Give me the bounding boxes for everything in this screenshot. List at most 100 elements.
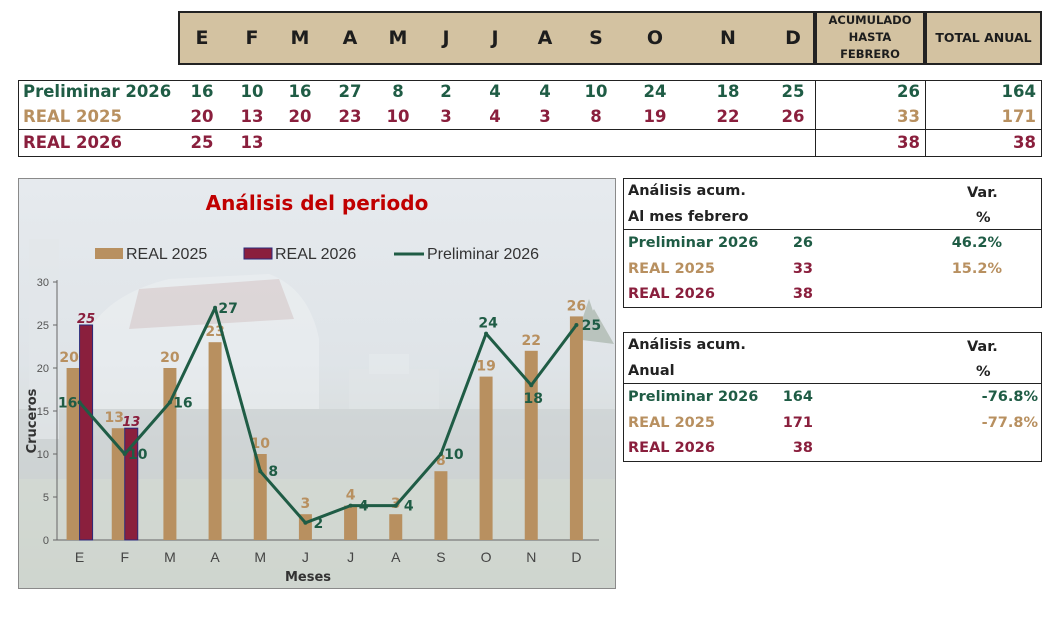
acum_anual-row-label-2: REAL 2026 [628, 440, 715, 456]
acum-febrero-subtitle: Al mes febrero [628, 209, 749, 225]
data-label-real-2025: 4 [346, 488, 356, 504]
x-tick-label: D [571, 549, 581, 565]
row-0-value-3: 27 [338, 82, 362, 101]
row-0-value-0: 16 [190, 82, 214, 101]
bar-real-2025 [66, 368, 80, 540]
chart-panel: Análisis del periodo 0 5 10 15 20 25 30 E F M A M J J… [18, 178, 616, 589]
data-label-real-2025: 20 [160, 350, 180, 366]
data-label-preliminar-2026: 2 [314, 516, 324, 532]
acum_anual-row-label-0: Preliminar 2026 [628, 389, 759, 405]
point-preliminar-2026 [438, 452, 443, 456]
point-preliminar-2026 [303, 520, 308, 525]
point-preliminar-2026 [574, 323, 579, 327]
row-1-acumulado: 33 [897, 107, 920, 126]
acum_anual-row-label-1: REAL 2025 [628, 414, 715, 431]
data-label-preliminar-2026: 4 [359, 499, 369, 515]
point-preliminar-2026 [122, 452, 127, 456]
row-0-value-10: 18 [716, 82, 740, 101]
point-preliminar-2026 [529, 383, 534, 388]
row-0-value-2: 16 [288, 82, 312, 101]
col-divider-total [925, 80, 926, 157]
data-label-real-2026: 25 [77, 312, 95, 327]
acum-febrero-var-label: Var. [967, 185, 998, 201]
acum_feb-row-label-1: REAL 2025 [628, 260, 715, 277]
data-label-preliminar-2026: 10 [444, 447, 464, 463]
acum-anual-pct-label: % [976, 364, 991, 380]
row-label-2: REAL 2026 [23, 133, 122, 152]
data-label-real-2025: 3 [301, 496, 311, 512]
y-axis-title: Cruceros [25, 388, 40, 453]
data-label-real-2025: 19 [476, 359, 495, 375]
month-header-5: J [442, 27, 450, 49]
acum-anual-divider [623, 383, 1042, 384]
data-label-real-2025: 10 [251, 436, 271, 452]
y-tick-label: 20 [37, 363, 49, 375]
col-divider-acum [815, 80, 816, 157]
x-tick-label: O [481, 549, 492, 565]
legend-swatch-real-2026 [243, 247, 273, 260]
point-preliminar-2026 [77, 400, 82, 405]
data-label-preliminar-2026: 25 [582, 318, 601, 334]
point-preliminar-2026 [393, 503, 398, 508]
x-tick-label: J [347, 549, 354, 565]
row-2-value-1: 13 [240, 133, 264, 152]
row-1-total: 171 [1001, 107, 1036, 126]
month-header-0: E [195, 27, 209, 49]
row-1-value-6: 4 [489, 107, 501, 126]
row-2-value-0: 25 [190, 133, 214, 152]
acum_feb-row-label-2: REAL 2026 [628, 286, 715, 302]
acumulado-header [815, 11, 925, 65]
legend-swatch-real-2025 [95, 248, 123, 259]
bar-real-2025 [389, 514, 403, 540]
bar-real-2025 [524, 350, 538, 540]
acum-anual-var-label: Var. [967, 339, 998, 355]
acum-febrero-title: Análisis acum. [628, 183, 746, 199]
bar-real-2025 [434, 471, 448, 540]
bar-real-2025 [111, 428, 125, 540]
total-anual-header-label: TOTAL ANUAL [935, 30, 1032, 45]
row-1-value-5: 3 [440, 107, 452, 126]
bar-real-2025 [344, 505, 358, 540]
chart-plot: 0 5 10 15 20 25 30 E F M A M J J A S O N D Meses Cruceros 20 1… [25, 246, 601, 585]
data-label-real-2025: 13 [105, 410, 124, 426]
acum_feb-row-value-0: 26 [792, 235, 813, 251]
legend-label-preliminar-2026: Preliminar 2026 [427, 246, 539, 263]
row-0-value-1: 10 [240, 82, 264, 101]
row-label-1: REAL 2025 [23, 107, 122, 126]
x-axis-title: Meses [285, 570, 331, 585]
data-label-real-2025: 22 [522, 333, 541, 349]
month-header-1: F [245, 27, 259, 49]
acum-anual-title: Análisis acum. [628, 337, 746, 353]
data-label-real-2025: 8 [436, 453, 446, 469]
bar-real-2026 [79, 324, 94, 541]
row-1-value-11: 26 [781, 107, 805, 126]
acum-febrero-pct-label: % [976, 210, 991, 226]
row-1-value-10: 22 [716, 107, 740, 126]
point-preliminar-2026 [484, 331, 489, 336]
row-0-value-7: 4 [539, 82, 551, 101]
row-1-value-8: 8 [590, 107, 602, 126]
acum-anual-subtitle: Anual [628, 363, 675, 379]
y-tick-label: 0 [43, 535, 49, 547]
row-0-value-4: 8 [392, 82, 404, 101]
acumulado-header-line2: HASTA [848, 30, 892, 44]
x-tick-label: A [391, 549, 401, 565]
point-preliminar-2026 [167, 400, 172, 405]
data-label-preliminar-2026: 27 [218, 301, 237, 317]
acum_feb-row-var-0: 46.2% [951, 235, 1002, 251]
row-1-value-1: 13 [240, 107, 264, 126]
x-tick-label: M [164, 549, 176, 565]
y-tick-label: 30 [37, 277, 49, 289]
x-tick-label: A [210, 549, 220, 565]
row-label-0: Preliminar 2026 [23, 82, 172, 101]
bar-real-2025 [569, 316, 583, 540]
data-label-preliminar-2026: 4 [404, 499, 414, 515]
acum-febrero-panel [623, 178, 1042, 308]
acum_feb-row-var-1: 15.2% [951, 260, 1002, 277]
y-tick-label: 15 [37, 406, 49, 418]
row-1-value-9: 19 [643, 107, 667, 126]
row-2-acumulado: 38 [897, 133, 920, 152]
acum_anual-row-value-1: 171 [782, 414, 813, 431]
data-label-preliminar-2026: 18 [524, 391, 543, 407]
line-preliminar-2026 [78, 306, 578, 525]
